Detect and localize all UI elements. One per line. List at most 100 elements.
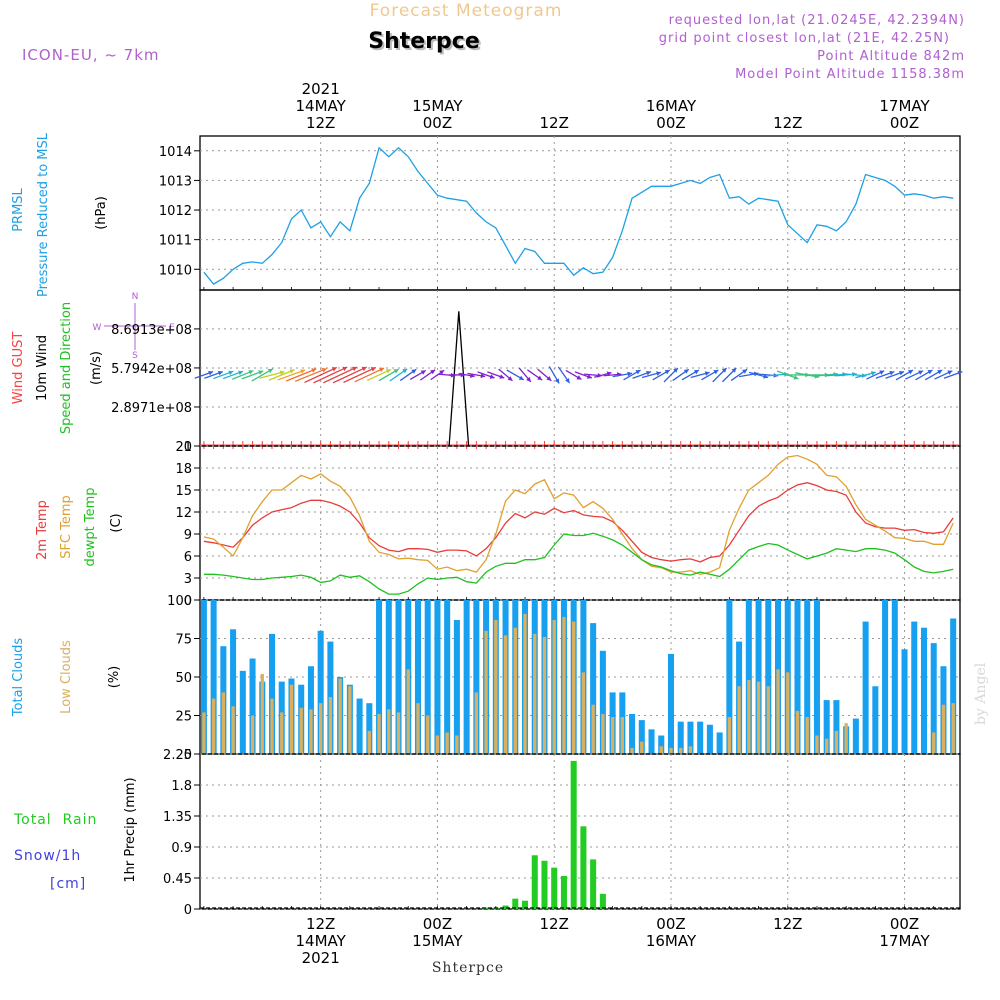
rain-bar: [590, 859, 597, 909]
low-cloud-bar: [406, 669, 410, 754]
low-cloud-bar: [795, 710, 800, 754]
total-cloud-bar: [210, 600, 217, 754]
compass-n: N: [132, 292, 139, 302]
panel-pressure: 1010 1011 1012 1013 1014: [159, 135, 961, 291]
top-time-label: 2021: [302, 80, 340, 98]
temp-ytick-label: 15: [175, 484, 192, 499]
wind-arrow-head: [889, 370, 895, 376]
total-cloud-bar: [638, 720, 645, 754]
compass-e: E: [169, 323, 175, 333]
wind-arrow: [304, 366, 338, 384]
total-cloud-bar: [920, 627, 928, 754]
rain-bar: [522, 900, 529, 909]
low-cloud-bar: [299, 707, 303, 754]
wind-arrow-shaft: [354, 367, 385, 383]
wind-gust-label: Wind GUST: [11, 332, 26, 405]
low-cloud-bar: [435, 735, 440, 754]
requested-coords: requested lon,lat (21.0245E, 42.2394N): [669, 13, 965, 28]
low-cloud-bar: [250, 715, 255, 754]
wind-arrow: [915, 369, 933, 381]
wind-arrow-head: [311, 368, 317, 373]
forecast-title: Forecast Meteogram: [370, 1, 563, 21]
low-cloud-bar: [387, 709, 391, 754]
low-cloud-bar: [844, 723, 848, 754]
wind-arrow-head: [300, 369, 306, 374]
wind-arrow-head: [635, 370, 641, 375]
total-cloud-bar: [667, 653, 675, 754]
low-cloud-bar: [669, 747, 673, 754]
model-altitude: Model Point Altitude 1158.38m: [735, 67, 965, 82]
wind-arrow-shaft: [304, 366, 338, 384]
low-cloud-bar: [679, 747, 683, 754]
precip-ytick-label: 1.8: [171, 779, 192, 794]
wind-arrow-head: [713, 370, 719, 375]
total-cloud-bar: [395, 600, 402, 754]
panel-precip: 0 0.45 0.9 1.35 1.8 2.25: [163, 748, 961, 918]
wind-ytick-label: 8.6913e+08: [111, 323, 192, 338]
wind-arrow: [681, 369, 700, 381]
top-time-label: 00Z: [890, 114, 919, 132]
bottom-time-label: 12Z: [306, 915, 335, 933]
temp-series-1: [203, 454, 954, 575]
wind-arrow: [672, 368, 690, 382]
total-cloud-bar: [239, 670, 246, 754]
wind-arrow: [477, 371, 495, 379]
top-time-label: 15MAY: [412, 97, 463, 115]
low-cloud-bar: [416, 703, 420, 754]
wind-arrow: [277, 369, 306, 381]
precip-ytick-label: 0: [184, 903, 192, 918]
top-time-label: 17MAY: [879, 97, 930, 115]
wind-arrow-head: [664, 370, 670, 375]
temp-unit: (C): [109, 513, 124, 532]
low-cloud-bar: [494, 620, 498, 754]
rain-bar: [580, 826, 587, 909]
total-cloud-bar: [677, 721, 684, 754]
clouds-total-label: Total Clouds: [11, 638, 26, 718]
wind-arrow: [895, 369, 914, 381]
total-cloud-bar: [444, 600, 451, 754]
wind-arrow: [285, 368, 317, 382]
total-cloud-bar: [648, 729, 655, 754]
watermark: by Angel: [973, 662, 989, 725]
model-name: ICON-EU, ~ 7km: [22, 46, 160, 64]
wind-arrow-head: [683, 369, 689, 374]
panel-wind: 0 2.8971e+08 5.7942e+08 8.6913e+08: [111, 289, 963, 455]
temp-ytick-label: 12: [175, 506, 192, 521]
low-cloud-bar: [309, 709, 313, 754]
temp-series-0: [203, 482, 954, 563]
wind-arrow-head: [673, 368, 678, 373]
total-cloud-bar: [249, 658, 256, 754]
wind-arrow-head: [321, 367, 327, 373]
wind-arrow: [343, 366, 376, 384]
pressure-label-msl: Pressure Reduced to MSL: [36, 132, 51, 297]
low-cloud-bar: [756, 681, 761, 754]
total-cloud-bar: [268, 633, 276, 754]
wind-arrow-head: [646, 370, 652, 376]
wind-arrow: [419, 369, 436, 381]
wind-arrow-shaft: [285, 368, 317, 382]
low-cloud-bar: [396, 712, 401, 754]
total-cloud-bar: [658, 735, 665, 754]
wind-arrow: [268, 369, 295, 381]
wind-arrow: [652, 369, 671, 381]
wind-arrow-head: [489, 374, 495, 379]
total-cloud-bar: [794, 600, 801, 754]
low-cloud-bar: [474, 692, 479, 754]
compass-w: W: [93, 323, 102, 333]
low-cloud-bar: [328, 697, 333, 754]
total-cloud-bar: [950, 618, 957, 754]
low-cloud-bar: [513, 627, 517, 754]
low-cloud-bar: [786, 672, 790, 754]
wind-arrow-head: [918, 370, 924, 375]
total-cloud-bar: [872, 686, 879, 754]
wind-arrow-head: [411, 369, 417, 374]
pressure-ytick-label: 1011: [159, 234, 192, 249]
wind-arrow-head: [439, 370, 445, 375]
low-cloud-bar: [260, 673, 264, 754]
low-cloud-bar: [338, 678, 342, 754]
total-cloud-bar: [463, 600, 470, 754]
low-cloud-bar: [591, 704, 595, 754]
wind-arrow: [232, 370, 254, 380]
low-cloud-bar: [289, 684, 294, 754]
